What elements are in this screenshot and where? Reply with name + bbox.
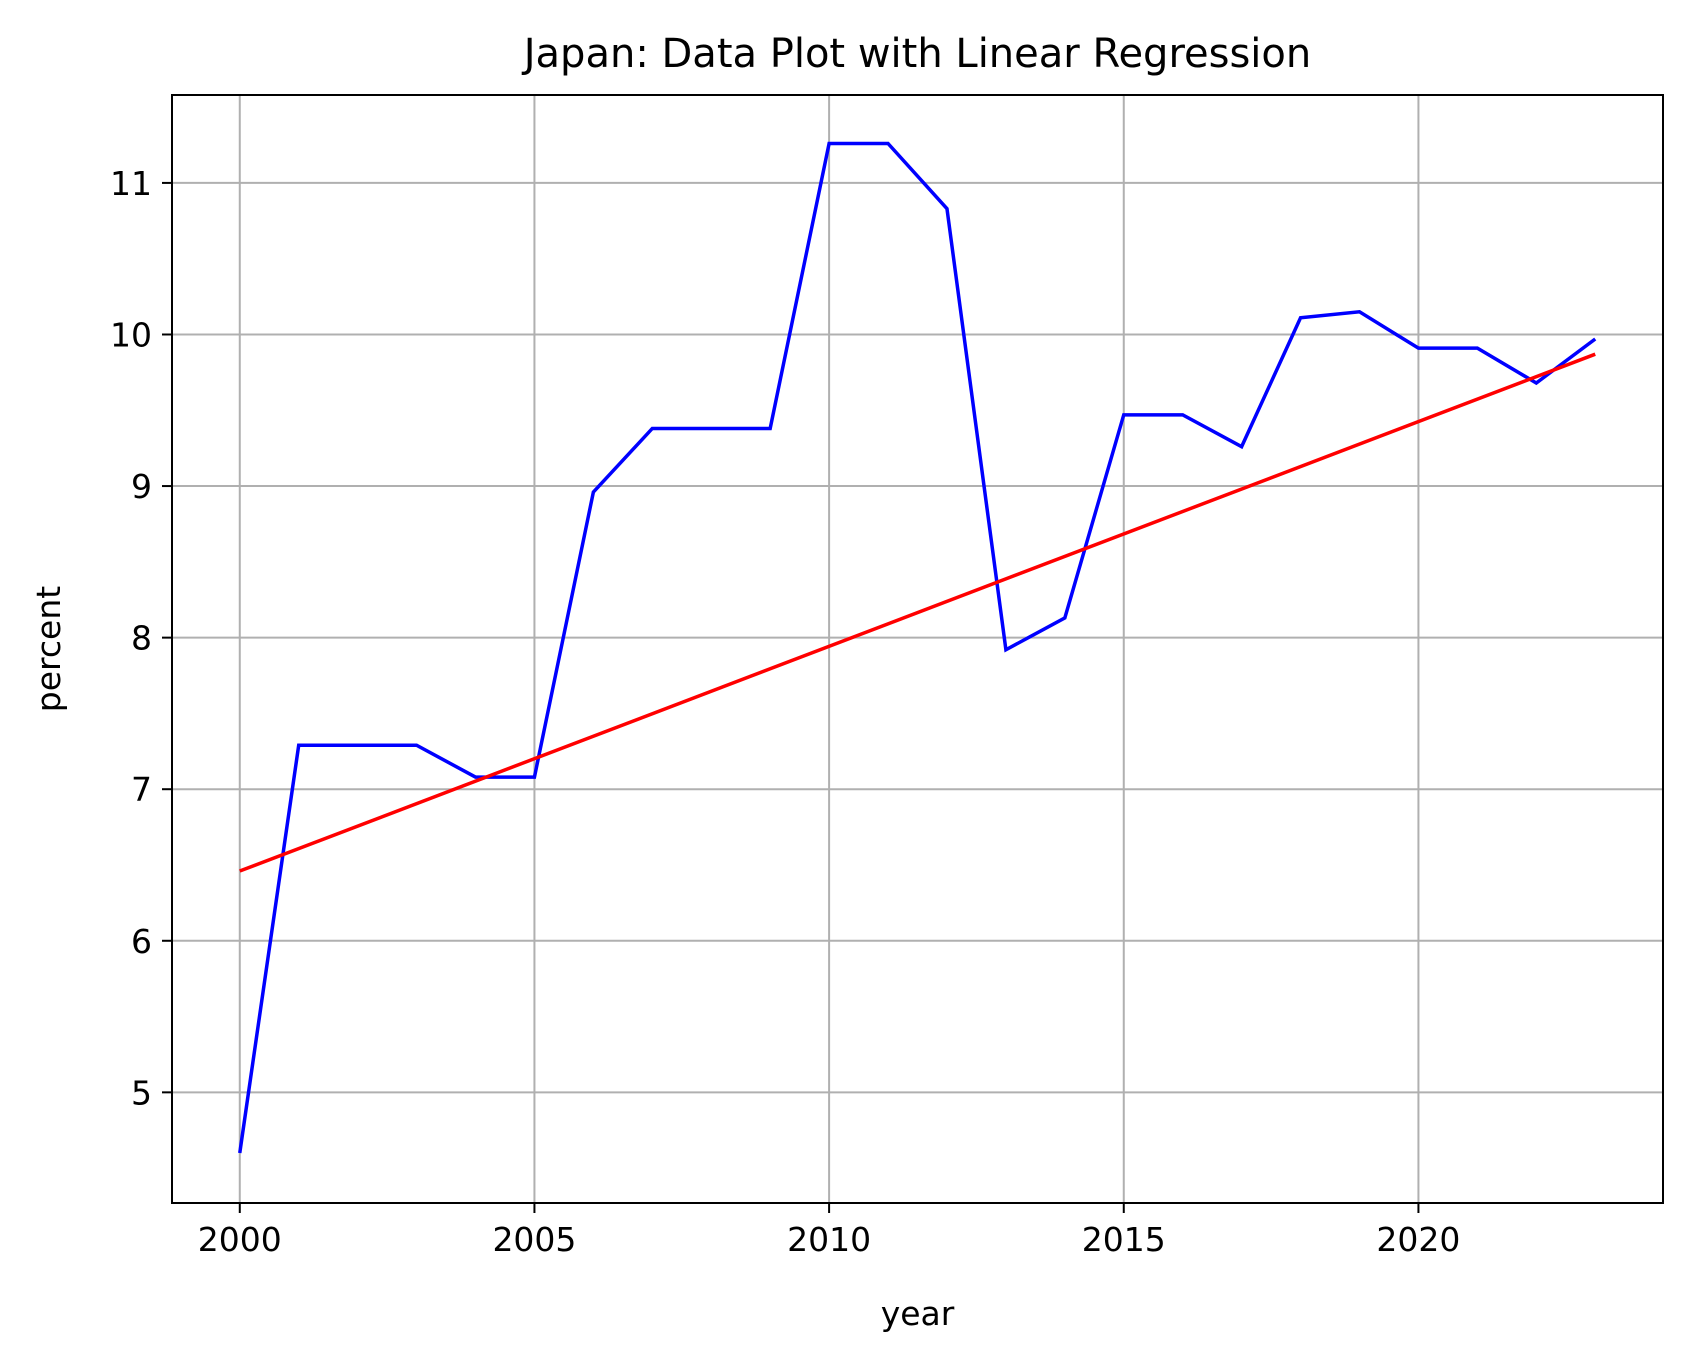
x-tick-label: 2015	[1082, 1220, 1166, 1259]
x-tick-label: 2020	[1376, 1220, 1460, 1259]
x-axis-ticks: 2000 2005 2010 2015 2020	[198, 1203, 1460, 1259]
x-tick-label: 2010	[787, 1220, 871, 1259]
x-tick-label: 2000	[198, 1220, 282, 1259]
y-axis-ticks: 5 6 7 8 9 10 11	[110, 164, 172, 1112]
y-tick-label: 6	[131, 922, 152, 961]
y-tick-label: 9	[131, 467, 152, 506]
y-tick-label: 7	[131, 770, 152, 809]
chart-title: Japan: Data Plot with Linear Regression	[521, 31, 1311, 77]
plot-area-frame	[171, 94, 1664, 1204]
x-axis-label: year	[881, 1294, 955, 1333]
y-tick-label: 5	[131, 1073, 152, 1112]
y-tick-label: 11	[110, 164, 152, 203]
y-axis-label: percent	[29, 586, 68, 712]
data-series-line	[238, 141, 1597, 1154]
y-tick-label: 8	[131, 619, 152, 658]
regression-line	[239, 352, 1596, 873]
series-layer	[238, 141, 1597, 1154]
x-tick-label: 2005	[492, 1220, 576, 1259]
y-tick-label: 10	[110, 315, 152, 354]
grid-lines	[172, 95, 1663, 1203]
